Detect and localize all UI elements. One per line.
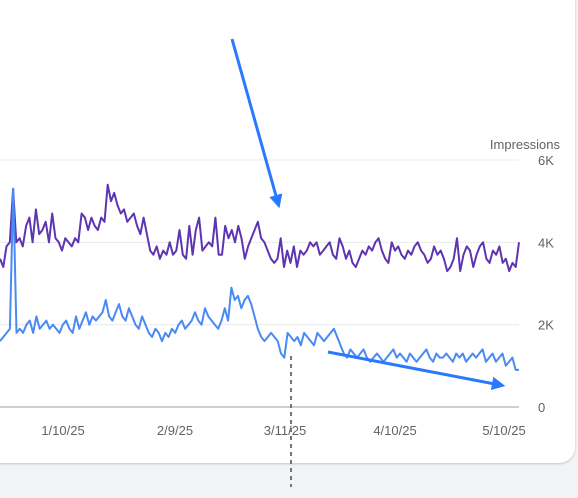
y-tick-label: 0 [538, 400, 545, 415]
x-tick-label: 4/10/25 [373, 423, 416, 438]
y-tick-label: 2K [538, 318, 554, 333]
y-tick-label: 6K [538, 153, 554, 168]
series-line-blue [0, 187, 519, 371]
x-tick-label: 5/10/25 [482, 423, 525, 438]
x-tick-label: 3/11/25 [264, 423, 306, 438]
y-axis-title: Impressions [490, 137, 561, 152]
x-tick-label: 2/9/25 [157, 423, 193, 438]
grid-lines [0, 159, 519, 408]
x-axis-ticks: 1/10/25 2/9/25 3/11/25 4/10/25 5/10/25 [41, 423, 525, 438]
y-tick-label: 4K [538, 235, 554, 250]
series-line-purple [0, 183, 520, 273]
annotation-arrow-trend [327, 350, 506, 391]
series-lines [0, 183, 520, 371]
x-tick-label: 1/10/25 [41, 423, 84, 438]
y-axis-ticks: 0 2K 4K 6K [538, 153, 554, 415]
annotations [230, 38, 506, 487]
annotation-arrow-down [230, 38, 283, 209]
chart-card [0, 0, 575, 463]
